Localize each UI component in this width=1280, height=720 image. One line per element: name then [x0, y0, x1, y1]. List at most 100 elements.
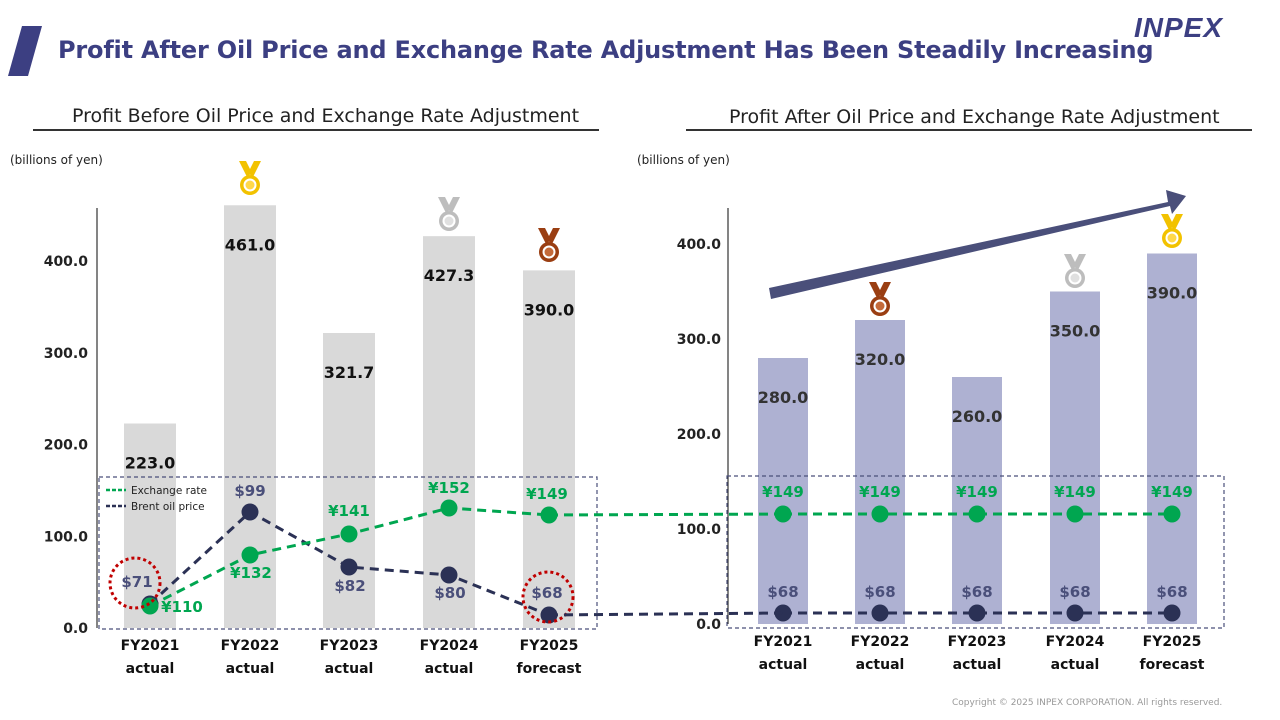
- right-exchange-label-3: ¥149: [1054, 483, 1096, 501]
- left-exchange-label-2: ¥141: [328, 502, 370, 520]
- right-oil-label-2: $68: [961, 583, 992, 601]
- right-gold-medal-icon: [1161, 214, 1183, 248]
- right-bar-0: [758, 358, 808, 624]
- left-category-year-0: FY2021: [121, 638, 180, 654]
- left-bar-2: [323, 333, 375, 628]
- left-gold-medal-icon: [239, 161, 261, 195]
- right-category-status-0: actual: [759, 657, 808, 673]
- left-exchange-point-1: [241, 546, 259, 564]
- right-y-tick-2: 200.0: [677, 427, 722, 443]
- left-exchange-label-4: ¥149: [526, 485, 568, 503]
- right-bar-label-1: 320.0: [855, 350, 906, 369]
- right-oil-point-2: [968, 604, 986, 622]
- right-exchange-point-0: [774, 505, 792, 523]
- left-title-rule: [33, 129, 599, 131]
- right-bronze-medal-icon: [869, 282, 891, 316]
- left-category-status-2: actual: [325, 661, 374, 677]
- right-bar-2: [952, 377, 1002, 624]
- trend-arrow-icon: [769, 190, 1186, 299]
- left-category-status-0: actual: [126, 661, 175, 677]
- right-exchange-point-4: [1163, 505, 1181, 523]
- exchange-connector-line: [548, 512, 784, 517]
- legend-oil-label: Brent oil price: [131, 501, 205, 513]
- right-oil-point-0: [774, 604, 792, 622]
- left-exchange-label-0: ¥110: [161, 598, 203, 616]
- right-exchange-label-4: ¥149: [1151, 483, 1193, 501]
- left-bar-label-3: 427.3: [424, 266, 475, 285]
- inpex-logo: INPEX: [1134, 12, 1224, 43]
- left-bar-0: [124, 423, 176, 628]
- page-title: Profit After Oil Price and Exchange Rate…: [58, 36, 1154, 64]
- left-oil-label-4: $68: [531, 584, 562, 602]
- left-y-tick-3: 300.0: [44, 346, 89, 362]
- left-chart-title: Profit Before Oil Price and Exchange Rat…: [72, 105, 580, 127]
- accent-bar: [8, 26, 42, 76]
- right-category-status-3: actual: [1051, 657, 1100, 673]
- left-category-status-4: forecast: [517, 661, 582, 677]
- right-chart-title: Profit After Oil Price and Exchange Rate…: [729, 106, 1220, 128]
- left-y-tick-0: 0.0: [63, 621, 88, 637]
- left-category-year-4: FY2025: [520, 638, 579, 654]
- right-category-year-4: FY2025: [1143, 634, 1202, 650]
- right-y-tick-3: 300.0: [677, 332, 722, 348]
- left-category-status-1: actual: [226, 661, 275, 677]
- right-oil-point-4: [1163, 604, 1181, 622]
- left-unit-label: (billions of yen): [10, 153, 103, 167]
- right-oil-point-1: [871, 604, 889, 622]
- right-bar-label-3: 350.0: [1050, 322, 1101, 341]
- left-exchange-point-2: [340, 525, 358, 543]
- right-bar-4: [1147, 253, 1197, 624]
- left-exchange-label-3: ¥152: [428, 479, 470, 497]
- left-bar-4: [523, 270, 575, 628]
- legend-exchange-label: Exchange rate: [131, 485, 207, 497]
- right-bar-label-2: 260.0: [952, 407, 1003, 426]
- left-oil-line: [148, 510, 550, 617]
- right-category-status-2: actual: [953, 657, 1002, 673]
- left-exchange-point-0: [141, 597, 159, 615]
- right-overlay-box: [726, 475, 1225, 629]
- left-oil-point-2: [340, 558, 358, 576]
- left-overlay-box: [98, 476, 598, 630]
- right-bar-label-0: 280.0: [758, 388, 809, 407]
- right-oil-label-1: $68: [864, 583, 895, 601]
- right-oil-label-0: $68: [767, 583, 798, 601]
- right-category-year-3: FY2024: [1046, 634, 1105, 650]
- right-category-year-2: FY2023: [948, 634, 1007, 650]
- left-oil-label-1: $99: [234, 482, 265, 500]
- right-unit-label: (billions of yen): [637, 153, 730, 167]
- right-exchange-label-1: ¥149: [859, 483, 901, 501]
- right-oil-label-4: $68: [1156, 583, 1187, 601]
- right-y-tick-4: 400.0: [677, 237, 722, 253]
- left-category-year-2: FY2023: [320, 638, 379, 654]
- right-category-status-1: actual: [856, 657, 905, 673]
- left-bar-3: [423, 236, 475, 628]
- right-title-rule: [686, 129, 1252, 131]
- highlight-circle-fy2021-oil: [108, 556, 162, 610]
- right-category-status-4: forecast: [1140, 657, 1205, 673]
- right-category-year-0: FY2021: [754, 634, 813, 650]
- right-category-year-1: FY2022: [851, 634, 910, 650]
- left-y-tick-1: 100.0: [44, 529, 89, 545]
- left-oil-point-3: [440, 566, 458, 584]
- right-oil-point-3: [1066, 604, 1084, 622]
- right-oil-label-3: $68: [1059, 583, 1090, 601]
- right-bar-1: [855, 320, 905, 624]
- right-y-tick-0: 0.0: [696, 617, 721, 633]
- left-oil-point-1: [241, 503, 259, 521]
- left-bronze-medal-icon: [538, 228, 560, 262]
- left-bar-label-1: 461.0: [225, 235, 276, 254]
- copyright-notice: Copyright © 2025 INPEX CORPORATION. All …: [952, 698, 1223, 708]
- right-exchange-point-2: [968, 505, 986, 523]
- left-bar-label-4: 390.0: [524, 300, 575, 319]
- right-bar-label-4: 390.0: [1147, 284, 1198, 303]
- right-silver-medal-icon: [1064, 254, 1086, 288]
- right-exchange-point-1: [871, 505, 889, 523]
- left-y-tick-4: 400.0: [44, 254, 89, 270]
- right-exchange-label-0: ¥149: [762, 483, 804, 501]
- right-bar-3: [1050, 291, 1100, 624]
- right-y-tick-1: 100.0: [677, 522, 722, 538]
- left-oil-label-0: $71: [121, 573, 152, 591]
- left-exchange-label-1: ¥132: [230, 564, 272, 582]
- oil-connector-line: [548, 611, 784, 617]
